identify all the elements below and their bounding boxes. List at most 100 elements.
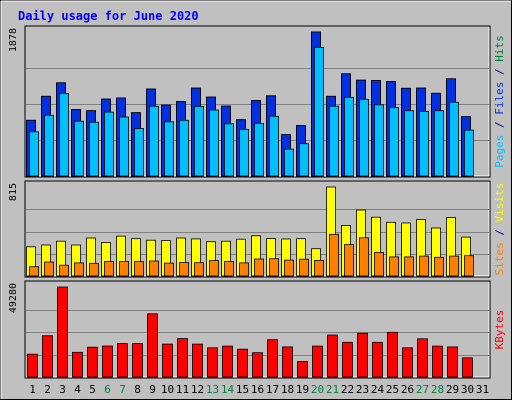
bar (404, 256, 414, 277)
bar (402, 347, 413, 378)
bar (224, 123, 234, 177)
x-tick-label: 10 (161, 383, 174, 396)
bar (404, 110, 414, 177)
x-tick-label: 5 (89, 383, 96, 396)
bar (179, 119, 189, 177)
series-axis-label-part: Pages (493, 135, 506, 168)
bar (134, 261, 144, 277)
bar (239, 262, 249, 277)
bar (464, 129, 474, 177)
bar (132, 343, 143, 378)
x-tick-label: 11 (176, 383, 189, 396)
bar (119, 261, 129, 277)
bar (59, 93, 69, 177)
bar (389, 107, 399, 177)
bar (432, 345, 443, 378)
x-tick-label: 15 (236, 383, 249, 396)
x-tick-label: 1 (29, 383, 36, 396)
bar (164, 121, 174, 177)
bar (224, 261, 234, 277)
chart-title: Daily usage for June 2020 (18, 9, 199, 23)
bar (89, 262, 99, 277)
bar (42, 335, 53, 378)
bar (387, 331, 398, 378)
bar (149, 105, 159, 177)
bar (299, 258, 309, 277)
bar (119, 116, 129, 177)
bar (434, 256, 444, 277)
bar (192, 343, 203, 378)
x-tick-label: 30 (461, 383, 474, 396)
series-axis-label-part: / (493, 222, 506, 242)
bar (374, 252, 384, 277)
series-axis-label: Pages / Files / Hits (493, 35, 506, 168)
bar (449, 255, 459, 277)
series-axis-label-part: Visits (493, 183, 506, 223)
bar (164, 262, 174, 277)
bar (329, 233, 339, 277)
x-tick-label: 6 (104, 383, 111, 396)
bar (162, 343, 173, 378)
x-axis: 1 2 3 4 5 6 7 8 9 10 11 12 13 14 15 16 17 18 19 20 21 22 23 24 2… (29, 383, 489, 396)
bar (72, 351, 83, 378)
bar (57, 286, 68, 378)
bar (117, 343, 128, 378)
bar (464, 255, 474, 277)
bar (29, 266, 39, 277)
bar (149, 260, 159, 277)
x-tick-label: 9 (149, 383, 156, 396)
y-max-label: 815 (8, 183, 19, 201)
bar (284, 259, 294, 277)
x-tick-label: 27 (416, 383, 429, 396)
bar (209, 109, 219, 177)
bar (434, 110, 444, 177)
x-tick-label: 18 (281, 383, 294, 396)
x-tick-label: 25 (386, 383, 399, 396)
bar (389, 256, 399, 277)
bar (104, 111, 114, 177)
bar (269, 258, 279, 277)
bar (89, 121, 99, 177)
bar (134, 128, 144, 177)
bar (27, 353, 38, 378)
bar (312, 345, 323, 378)
x-tick-label: 26 (401, 383, 414, 396)
bar (344, 96, 354, 177)
x-tick-label: 16 (251, 383, 264, 396)
bar (59, 264, 69, 277)
bar (267, 339, 278, 378)
x-tick-label: 8 (134, 383, 141, 396)
bar (297, 361, 308, 378)
bar (179, 262, 189, 277)
x-tick-label: 2 (44, 383, 51, 396)
series-axis-label: KBytes (493, 310, 506, 350)
bar (462, 357, 473, 378)
bar (357, 332, 368, 378)
x-tick-label: 20 (311, 383, 324, 396)
x-tick-label: 12 (191, 383, 204, 396)
bar (299, 143, 309, 177)
bar (447, 346, 458, 378)
bar (417, 338, 428, 378)
bar (74, 120, 84, 177)
bar (419, 255, 429, 277)
panel-hits-files-pages: 1878 Pages / Files / Hits (8, 25, 506, 178)
panels: 1878 Pages / Files / Hits 815 Sites / Visit… (8, 25, 506, 379)
bar (29, 131, 39, 177)
bar (269, 115, 279, 177)
bar (252, 352, 263, 378)
x-tick-label: 19 (296, 383, 309, 396)
bar (104, 261, 114, 277)
bar (374, 104, 384, 177)
x-tick-label: 31 (476, 383, 489, 396)
x-tick-label: 29 (446, 383, 459, 396)
series-sites (29, 233, 474, 277)
series-pages (29, 46, 474, 177)
x-tick-label: 13 (206, 383, 219, 396)
x-tick-label: 3 (59, 383, 66, 396)
bar (359, 98, 369, 177)
bar (239, 128, 249, 177)
bar (284, 148, 294, 177)
